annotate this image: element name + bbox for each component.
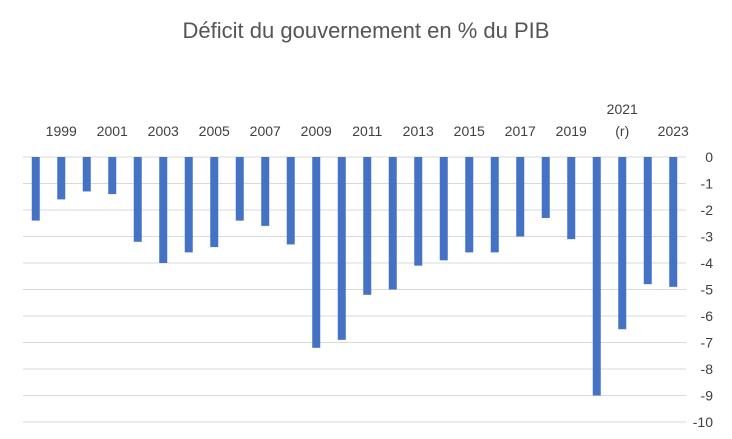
bar-2005 [210,157,219,248]
x-tick-label: 2017 [505,123,536,139]
bar-1998 [31,157,40,221]
y-tick-label: 0 [705,149,713,165]
bar-2023 [669,157,678,287]
y-tick-label: -1 [701,176,714,192]
y-tick-label: -10 [693,414,713,430]
bar-2012 [388,157,397,290]
x-tick-label: 2023 [658,123,689,139]
x-tick-label: 1999 [46,123,77,139]
y-axis-tick-labels: 0 -1 -2 -3 -4 -5 -6 -7 -8 -9 -10 [693,149,713,430]
x-tick-label: 2021 (r) [607,101,638,139]
bar-2013 [414,157,423,266]
bar-2003 [159,157,168,263]
bar-2011 [363,157,372,295]
bar-2009 [312,157,321,348]
chart-title: Déficit du gouvernement en % du PIB [182,18,550,43]
y-tick-label: -9 [701,388,714,404]
bar-2017 [516,157,525,237]
bar-2006 [235,157,244,221]
x-tick-label: 2015 [454,123,485,139]
y-tick-label: -7 [701,335,714,351]
x-tick-label: 2019 [556,123,587,139]
x-tick-label: 2001 [97,123,128,139]
y-tick-label: -5 [701,282,714,298]
bar-2000 [82,157,91,192]
bar-2004 [184,157,193,253]
x-tick-label: 2011 [352,123,382,139]
bar-2021r [618,157,627,330]
y-tick-label: -3 [701,229,714,245]
bar-2018 [541,157,550,218]
x-axis-tick-labels: 1999 2001 2003 2005 2007 2009 2011 2013 2015 2017… [46,101,689,139]
x-tick-label: 2005 [199,123,230,139]
bar-2002 [133,157,142,242]
bar-2022 [643,157,652,285]
x-tick-label: 2013 [403,123,434,139]
y-tick-label: -8 [701,361,714,377]
x-tick-label: 2009 [301,123,332,139]
bar-2014 [439,157,448,261]
bar-2008 [286,157,295,245]
bar-2015 [465,157,474,253]
gridlines [23,156,686,423]
bar-2016 [490,157,499,253]
y-tick-label: -2 [701,202,714,218]
bar-2019 [567,157,576,240]
x-tick-label: 2003 [148,123,179,139]
bar-2010 [337,157,346,340]
x-tick-label: 2007 [250,123,281,139]
bar-2020 [592,157,601,396]
y-tick-label: -4 [701,255,714,271]
bar-2007 [261,157,270,226]
bar-1999 [57,157,66,200]
y-tick-label: -6 [701,308,714,324]
bar-2001 [108,157,117,195]
bars [31,157,678,396]
